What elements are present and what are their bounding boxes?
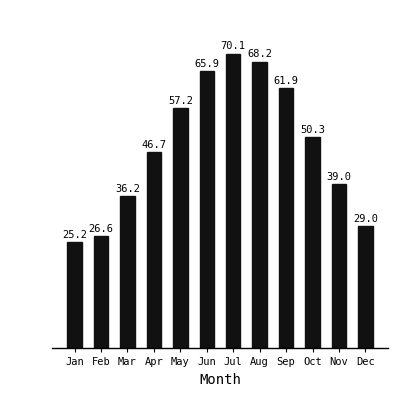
- Text: 26.6: 26.6: [88, 224, 114, 234]
- Bar: [332, 184, 346, 348]
- X-axis label: Month: Month: [199, 372, 241, 386]
- Text: 39.0: 39.0: [326, 172, 352, 182]
- Bar: [279, 88, 293, 348]
- Text: 61.9: 61.9: [274, 76, 299, 86]
- Bar: [252, 62, 267, 348]
- Text: 46.7: 46.7: [141, 140, 166, 150]
- Text: 29.0: 29.0: [353, 214, 378, 224]
- Bar: [358, 226, 373, 348]
- Text: 50.3: 50.3: [300, 125, 325, 135]
- Bar: [173, 108, 188, 348]
- Text: 57.2: 57.2: [168, 96, 193, 106]
- Bar: [226, 54, 240, 348]
- Bar: [200, 71, 214, 348]
- Bar: [120, 196, 135, 348]
- Text: 65.9: 65.9: [194, 59, 219, 69]
- Bar: [147, 152, 161, 348]
- Text: 36.2: 36.2: [115, 184, 140, 194]
- Bar: [94, 236, 108, 348]
- Bar: [67, 242, 82, 348]
- Bar: [305, 137, 320, 348]
- Text: 25.2: 25.2: [62, 230, 87, 240]
- Text: 70.1: 70.1: [221, 42, 246, 52]
- Text: 68.2: 68.2: [247, 50, 272, 60]
